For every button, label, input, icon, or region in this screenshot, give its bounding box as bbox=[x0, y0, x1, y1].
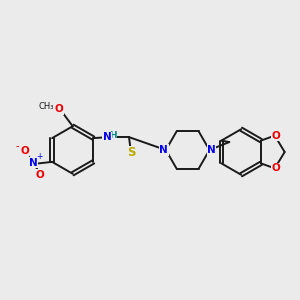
Text: O: O bbox=[272, 130, 280, 141]
Text: N: N bbox=[103, 132, 112, 142]
Text: N: N bbox=[29, 158, 38, 168]
Text: N: N bbox=[207, 145, 216, 155]
Text: -: - bbox=[16, 141, 19, 151]
Text: O: O bbox=[55, 104, 63, 114]
Text: N: N bbox=[160, 145, 168, 155]
Text: O: O bbox=[20, 146, 29, 156]
Text: H: H bbox=[109, 130, 117, 140]
Text: O: O bbox=[36, 170, 45, 180]
Text: CH₃: CH₃ bbox=[38, 102, 54, 111]
Text: S: S bbox=[127, 146, 135, 160]
Text: +: + bbox=[36, 152, 42, 161]
Text: O: O bbox=[272, 163, 280, 173]
